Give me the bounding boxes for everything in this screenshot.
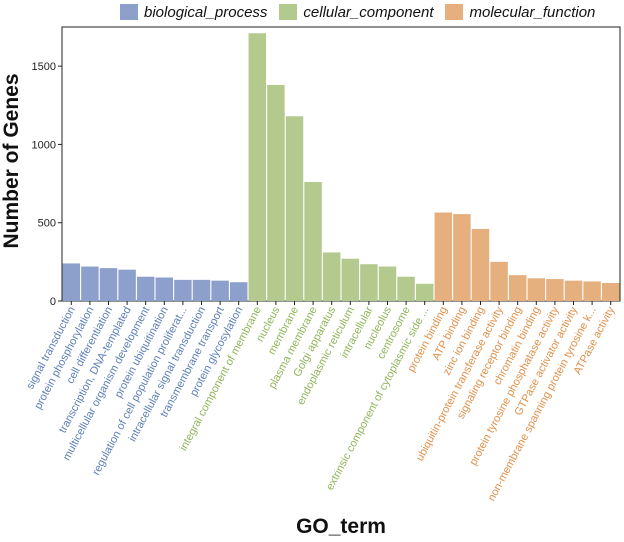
bar-molecular-function-4: [508, 275, 527, 301]
bar-cellular-component-7: [378, 266, 397, 301]
legend-item-cellular-component: cellular_component: [279, 4, 433, 21]
bar-cellular-component-5: [341, 258, 360, 301]
plot-frame: [61, 26, 621, 302]
bar-biological-process-1: [81, 266, 99, 301]
bar-cellular-component-3: [304, 182, 322, 301]
y-tick-label: 1500: [32, 61, 56, 73]
bar-biological-process-0: [62, 263, 81, 301]
bar-cellular-component-6: [360, 264, 378, 301]
bar-cellular-component-2: [285, 116, 304, 301]
legend-item-molecular-function: molecular_function: [445, 4, 595, 21]
bar-biological-process-9: [229, 282, 248, 301]
bar-molecular-function-7: [564, 280, 583, 301]
legend-swatch: [120, 4, 138, 20]
bar-biological-process-8: [211, 280, 229, 301]
legend-label: cellular_component: [303, 3, 434, 21]
bar-molecular-function-2: [471, 228, 490, 301]
bar-molecular-function-9: [601, 282, 620, 301]
bar-cellular-component-0: [248, 33, 267, 302]
bar-biological-process-3: [118, 269, 136, 301]
legend-label: biological_process: [144, 3, 268, 21]
bar-biological-process-2: [99, 268, 118, 301]
bar-molecular-function-0: [434, 212, 453, 301]
bar-cellular-component-4: [322, 252, 341, 301]
legend: biological_process cellular_component mo…: [120, 0, 601, 24]
y-tick-label: 0: [50, 296, 56, 308]
bar-molecular-function-3: [490, 261, 508, 301]
bar-cellular-component-9: [415, 283, 434, 301]
bar-molecular-function-1: [453, 214, 471, 301]
bar-cellular-component-8: [397, 276, 415, 301]
y-tick-label: 1000: [32, 139, 56, 151]
bar-biological-process-7: [192, 279, 211, 301]
bar-cellular-component-1: [267, 84, 285, 301]
legend-swatch: [279, 4, 298, 20]
bar-biological-process-5: [155, 277, 174, 301]
bar-molecular-function-5: [527, 278, 546, 301]
bar-molecular-function-8: [583, 281, 601, 301]
bar-biological-process-4: [136, 276, 155, 301]
y-tick-label: 500: [38, 218, 56, 230]
x-axis-title: GO_term: [296, 515, 386, 538]
legend-item-biological-process: biological_process: [120, 4, 267, 21]
bar-biological-process-6: [174, 279, 192, 301]
legend-swatch: [445, 4, 464, 20]
bar-molecular-function-6: [546, 279, 564, 301]
y-axis-title: Number of Genes: [0, 73, 23, 248]
legend-label: molecular_function: [469, 3, 596, 21]
